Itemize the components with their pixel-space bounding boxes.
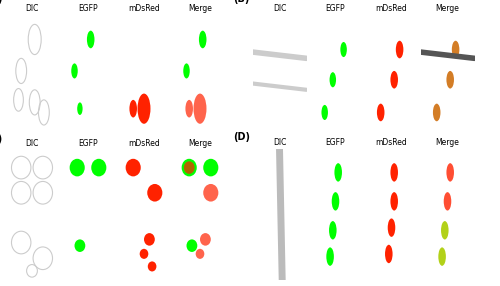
Circle shape xyxy=(186,100,193,118)
Circle shape xyxy=(329,221,336,239)
Circle shape xyxy=(452,41,460,58)
Text: (D): (D) xyxy=(234,132,250,142)
Circle shape xyxy=(194,94,206,124)
Polygon shape xyxy=(319,226,322,235)
Circle shape xyxy=(396,41,404,58)
Polygon shape xyxy=(192,269,194,273)
Text: EGFP: EGFP xyxy=(326,4,345,13)
Polygon shape xyxy=(368,108,371,116)
Text: mDsRed: mDsRed xyxy=(376,4,408,13)
Circle shape xyxy=(200,233,211,246)
Circle shape xyxy=(326,247,334,266)
Polygon shape xyxy=(320,76,323,84)
Text: mDsRed: mDsRed xyxy=(376,138,408,147)
Text: mDsRed: mDsRed xyxy=(128,4,160,13)
Circle shape xyxy=(390,163,398,182)
Circle shape xyxy=(441,221,448,239)
Circle shape xyxy=(196,249,204,259)
Polygon shape xyxy=(436,197,440,206)
Circle shape xyxy=(438,247,446,266)
Text: Merge: Merge xyxy=(436,138,460,147)
Circle shape xyxy=(147,184,162,202)
Circle shape xyxy=(332,192,340,210)
Circle shape xyxy=(144,233,155,246)
Circle shape xyxy=(184,161,194,174)
Circle shape xyxy=(340,42,347,57)
Circle shape xyxy=(72,63,78,78)
Text: DIC: DIC xyxy=(26,4,38,13)
Circle shape xyxy=(87,31,94,48)
Polygon shape xyxy=(88,269,90,273)
Circle shape xyxy=(138,94,150,124)
Circle shape xyxy=(433,104,440,121)
Circle shape xyxy=(390,71,398,89)
Polygon shape xyxy=(434,223,436,232)
Polygon shape xyxy=(436,168,440,177)
Text: Merge: Merge xyxy=(436,4,460,13)
Text: (C): (C) xyxy=(0,134,2,144)
Polygon shape xyxy=(378,223,380,232)
Text: EGFP: EGFP xyxy=(78,139,98,148)
Circle shape xyxy=(186,239,198,252)
Circle shape xyxy=(444,192,452,210)
Circle shape xyxy=(322,105,328,120)
Text: Merge: Merge xyxy=(188,139,212,148)
Circle shape xyxy=(126,159,141,176)
Polygon shape xyxy=(431,250,434,258)
Circle shape xyxy=(182,159,197,176)
Text: mDsRed: mDsRed xyxy=(128,139,160,148)
Circle shape xyxy=(77,102,82,115)
Circle shape xyxy=(199,31,206,48)
Polygon shape xyxy=(316,252,320,261)
Circle shape xyxy=(203,159,218,176)
Polygon shape xyxy=(322,197,324,206)
Text: (B): (B) xyxy=(234,0,250,4)
Circle shape xyxy=(377,104,384,121)
Circle shape xyxy=(70,159,85,176)
Polygon shape xyxy=(375,250,378,258)
Circle shape xyxy=(184,63,190,78)
Circle shape xyxy=(446,71,454,89)
Text: (A): (A) xyxy=(0,0,2,4)
Polygon shape xyxy=(324,168,328,177)
Polygon shape xyxy=(442,45,446,53)
Circle shape xyxy=(91,159,106,176)
Text: Merge: Merge xyxy=(188,4,212,13)
Circle shape xyxy=(390,192,398,210)
Circle shape xyxy=(130,100,137,118)
Circle shape xyxy=(446,163,454,182)
Polygon shape xyxy=(330,45,334,53)
Text: EGFP: EGFP xyxy=(78,4,98,13)
Circle shape xyxy=(330,72,336,87)
Circle shape xyxy=(385,245,392,263)
Text: DIC: DIC xyxy=(273,4,286,13)
Polygon shape xyxy=(424,108,427,116)
Circle shape xyxy=(388,219,396,237)
Circle shape xyxy=(203,184,218,202)
Circle shape xyxy=(140,249,148,259)
Polygon shape xyxy=(380,168,384,177)
Text: DIC: DIC xyxy=(273,138,286,147)
Text: DIC: DIC xyxy=(26,139,38,148)
Polygon shape xyxy=(437,76,440,84)
Polygon shape xyxy=(386,45,390,53)
Circle shape xyxy=(334,163,342,182)
Circle shape xyxy=(148,261,156,271)
Polygon shape xyxy=(381,76,384,84)
Polygon shape xyxy=(312,108,315,116)
Text: EGFP: EGFP xyxy=(326,138,345,147)
Circle shape xyxy=(74,239,86,252)
Polygon shape xyxy=(380,197,384,206)
Polygon shape xyxy=(138,269,141,273)
